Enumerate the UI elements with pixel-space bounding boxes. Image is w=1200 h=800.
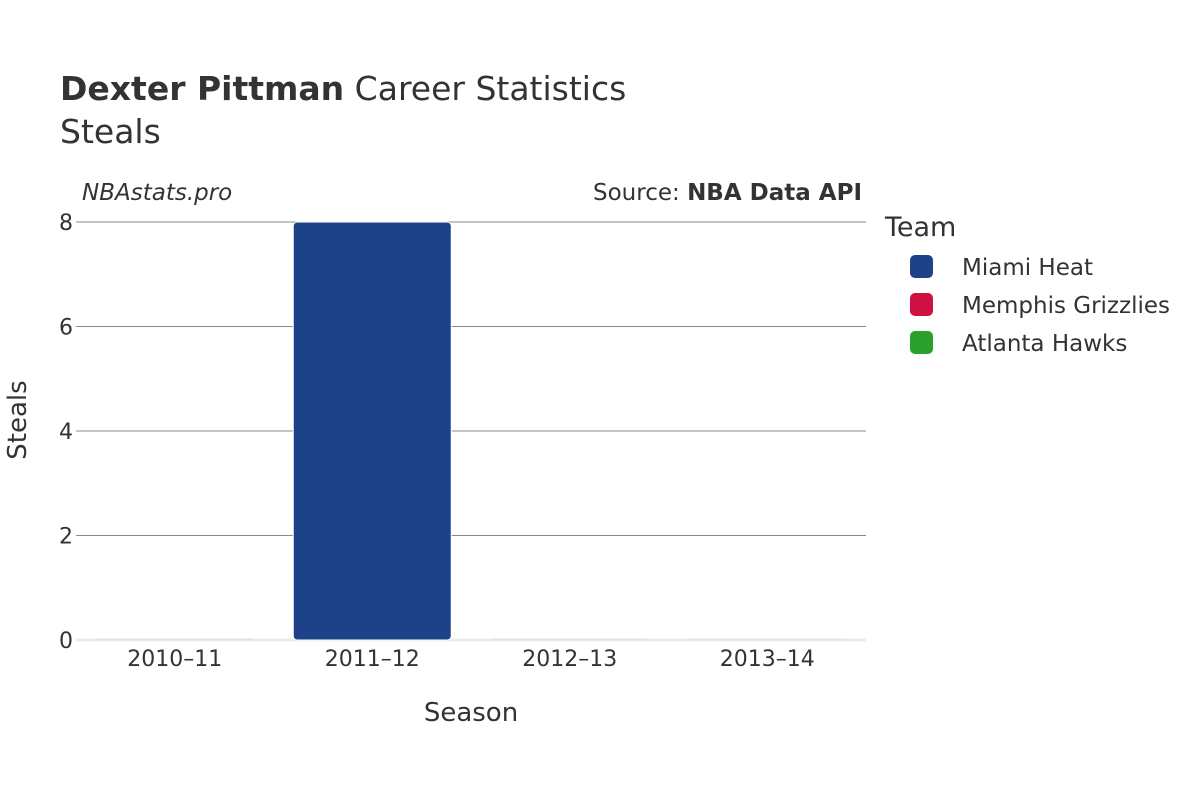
legend-item-label[interactable]: Miami Heat [962, 255, 1093, 281]
legend-swatch [910, 331, 933, 354]
chart-subtitle: Steals [60, 112, 161, 151]
y-tick-label: 6 [59, 316, 73, 341]
source-credit: Source: NBA Data API [593, 180, 862, 206]
chart-title: Dexter Pittman Career Statistics [60, 69, 626, 108]
source-name: NBA Data API [687, 180, 862, 206]
y-tick-labels: 0 2 4 6 8 [59, 211, 73, 654]
y-tick-label: 8 [59, 211, 73, 236]
bar[interactable] [95, 638, 254, 641]
y-tick-label: 2 [59, 525, 73, 550]
x-tick-label: 2011–12 [325, 647, 420, 672]
x-tick-labels: 2010–11 2011–12 2012–13 2013–14 [127, 647, 814, 672]
source-prefix: Source: [593, 180, 687, 206]
x-tick-label: 2012–13 [522, 647, 617, 672]
y-tick-label: 0 [59, 629, 73, 654]
legend-swatch [910, 293, 933, 316]
x-tick-label: 2013–14 [720, 647, 815, 672]
legend: Miami Heat Memphis Grizzlies Atlanta Hawks [910, 255, 1170, 357]
x-axis-title: Season [424, 698, 518, 728]
legend-item-label[interactable]: Atlanta Hawks [962, 331, 1127, 357]
y-axis-title: Steals [3, 380, 33, 459]
chart-title-player: Dexter Pittman [60, 69, 344, 108]
chart-title-rest: Career Statistics [344, 69, 626, 108]
x-tick-label: 2010–11 [127, 647, 222, 672]
bars [95, 221, 847, 641]
legend-swatch [910, 255, 933, 278]
legend-item-label[interactable]: Memphis Grizzlies [962, 293, 1170, 319]
legend-title: Team [884, 212, 956, 243]
gridlines [76, 221, 866, 642]
bar[interactable] [490, 638, 649, 641]
bar[interactable] [688, 638, 847, 641]
watermark: NBAstats.pro [82, 180, 232, 206]
bar[interactable] [292, 221, 452, 641]
y-tick-label: 4 [59, 420, 73, 445]
